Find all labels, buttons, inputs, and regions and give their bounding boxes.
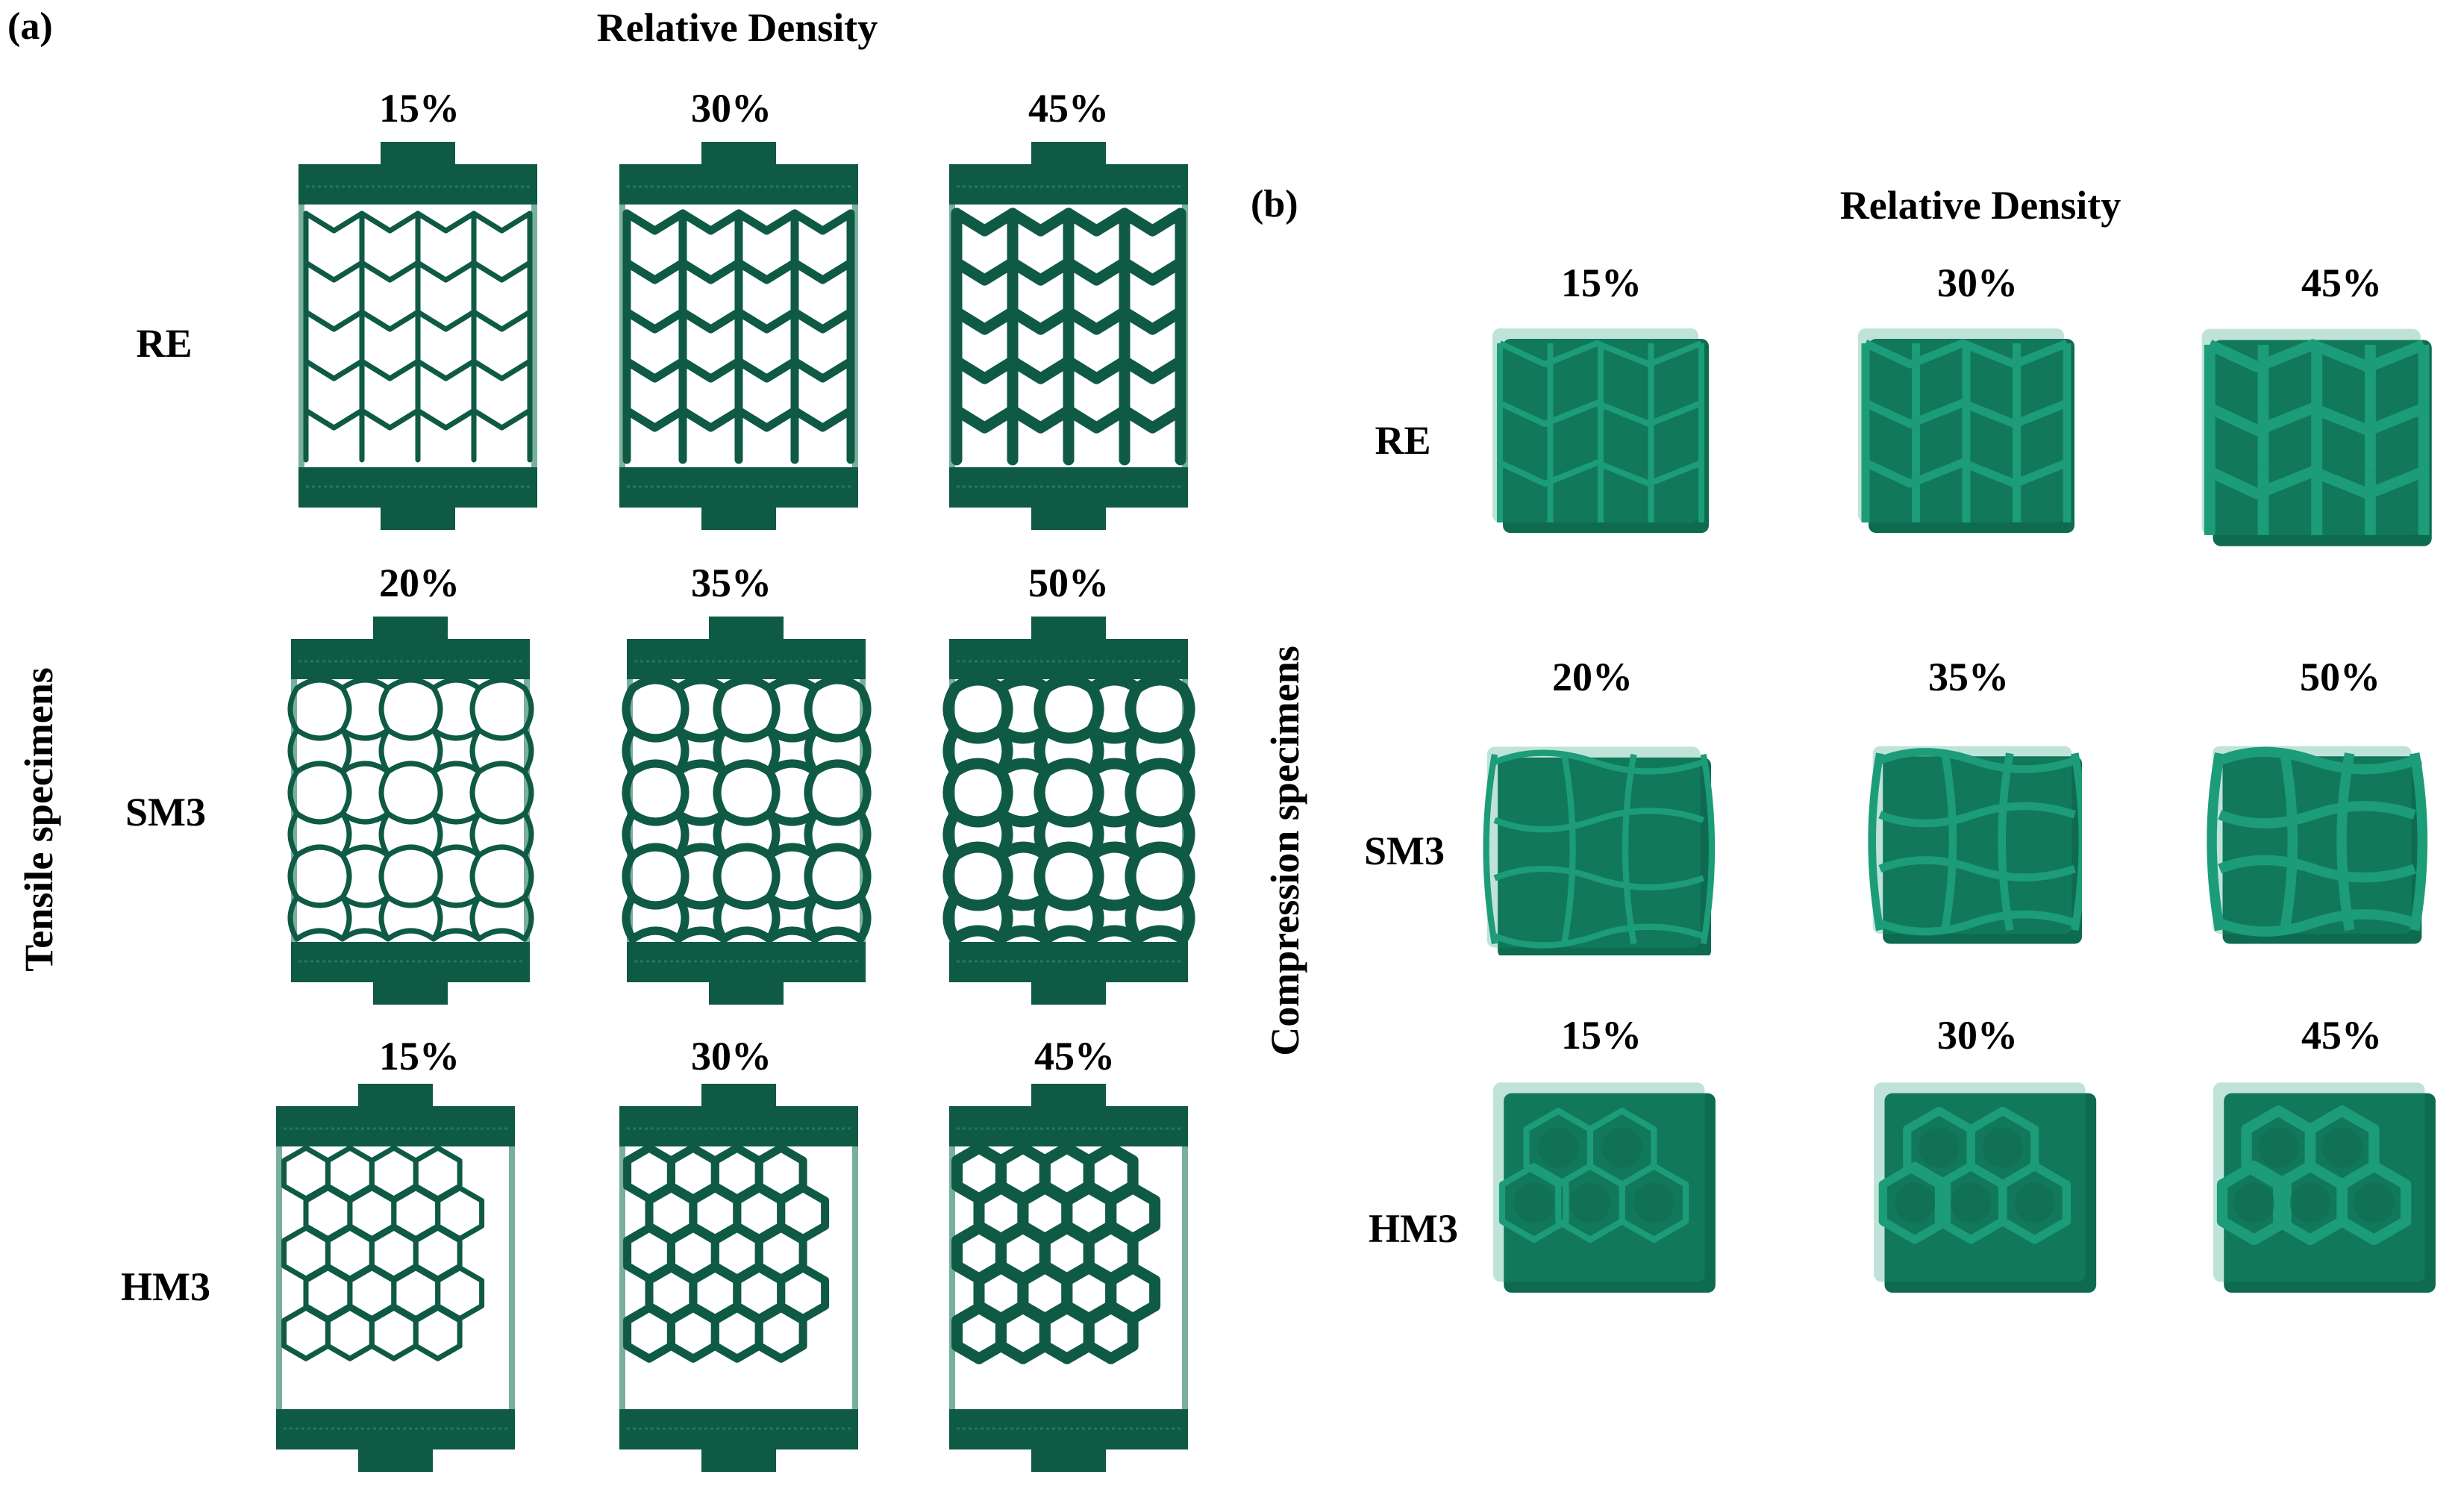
- density-label: 45%: [1034, 1034, 1115, 1079]
- density-label: 30%: [1937, 260, 2018, 305]
- compression-specimen-sm3-50: [2207, 746, 2428, 944]
- panel-a-axis-label: Tensile specimens: [16, 667, 61, 972]
- compression-specimen-sm3-35: [1868, 746, 2082, 944]
- tensile-specimen-re-15: [298, 142, 537, 530]
- row-label: SM3: [125, 790, 206, 834]
- density-label: 45%: [2301, 260, 2382, 305]
- density-label: 50%: [1028, 561, 1109, 605]
- density-label: 45%: [2301, 1013, 2382, 1058]
- density-label: 15%: [379, 1034, 460, 1079]
- panel-b-title: Relative Density: [1839, 183, 2121, 228]
- compression-specimen-re-15: [1492, 328, 1709, 533]
- row-label: RE: [136, 321, 193, 366]
- density-label: 35%: [691, 561, 772, 605]
- panel-a-title: Relative Density: [596, 5, 878, 50]
- panel-b-label: (b): [1251, 183, 1298, 225]
- panel-b-axis-label: Compression specimens: [1263, 646, 1307, 1056]
- density-label: 30%: [1937, 1013, 2018, 1058]
- density-label: 50%: [2300, 655, 2380, 699]
- tensile-specimen-hm3-30: [619, 1084, 858, 1472]
- row-label: HM3: [121, 1264, 210, 1309]
- compression-specimen-hm3-30: [1874, 1082, 2097, 1293]
- density-label: 20%: [1552, 655, 1633, 699]
- compression-specimen-hm3-15: [1492, 1082, 1716, 1293]
- density-label: 15%: [379, 86, 460, 131]
- tensile-specimen-sm3-20: [287, 617, 534, 1005]
- density-label: 20%: [379, 561, 460, 605]
- tensile-specimen-hm3-45: [949, 1084, 1188, 1472]
- density-label: 35%: [1928, 655, 2009, 699]
- density-label: 15%: [1561, 260, 1642, 305]
- panel-a-label: (a): [7, 5, 53, 48]
- density-label: 45%: [1028, 86, 1109, 131]
- row-label: SM3: [1364, 828, 1445, 873]
- compression-specimen-re-45: [2201, 328, 2432, 546]
- tensile-specimen-sm3-35: [622, 617, 872, 1005]
- compression-specimen-hm3-45: [2213, 1082, 2436, 1293]
- tensile-specimen-re-30: [619, 142, 858, 530]
- density-label: 15%: [1561, 1013, 1642, 1058]
- tensile-specimen-hm3-15: [276, 1084, 515, 1472]
- density-label: 30%: [691, 1034, 772, 1079]
- compression-specimen-sm3-20: [1483, 746, 1716, 955]
- compression-specimen-re-30: [1858, 328, 2074, 533]
- tensile-specimen-sm3-50: [942, 617, 1195, 1005]
- density-label: 30%: [691, 86, 772, 131]
- row-label: HM3: [1369, 1206, 1458, 1251]
- tensile-specimen-re-45: [949, 142, 1188, 530]
- row-label: RE: [1375, 418, 1431, 463]
